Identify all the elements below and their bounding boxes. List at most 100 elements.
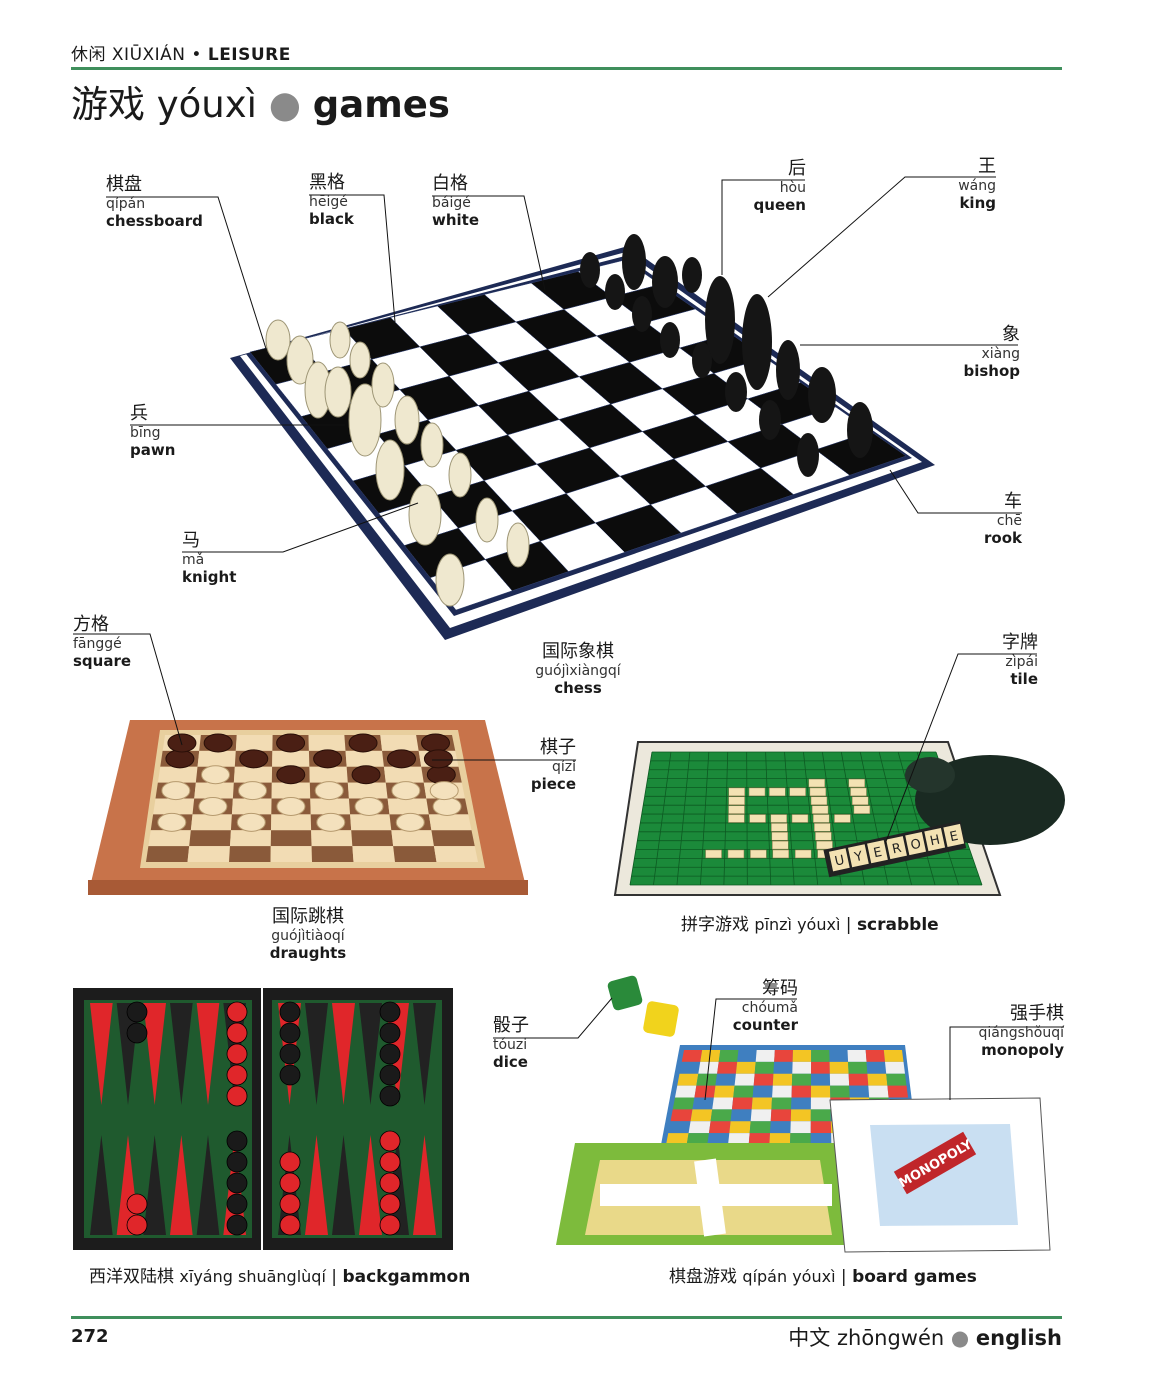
draughts-square xyxy=(190,814,232,831)
draughts-square xyxy=(231,798,272,815)
snakes-square xyxy=(774,1050,793,1062)
draughts-square xyxy=(311,830,353,847)
header-rule xyxy=(71,67,1062,70)
snakes-square xyxy=(790,1133,811,1145)
label-pawn: 兵 bīng pawn xyxy=(130,403,176,460)
rack-tile xyxy=(828,848,850,872)
scrabble-gridline xyxy=(700,751,710,886)
draughts-square xyxy=(235,735,273,751)
backgammon-checker xyxy=(279,1022,301,1044)
scrabble-tile xyxy=(794,849,812,859)
snakes-square xyxy=(729,1121,751,1134)
snakes-square xyxy=(754,1061,775,1074)
draughts-piece xyxy=(276,765,306,785)
draughts-square xyxy=(383,766,424,783)
scrabble-tile xyxy=(810,796,828,806)
rack-tile xyxy=(847,844,869,868)
draughts-square xyxy=(229,830,272,847)
draughts-piece xyxy=(239,749,269,769)
scrabble-tile xyxy=(808,778,826,788)
draughts-piece xyxy=(165,749,195,769)
backgammon-point xyxy=(305,1135,328,1235)
snakes-square xyxy=(769,1133,791,1145)
chapter-pinyin: XIŪXIÁN xyxy=(111,45,186,65)
draughts-square xyxy=(347,782,388,799)
backgammon-checker xyxy=(126,1214,148,1236)
draughts-piece xyxy=(167,733,197,753)
backgammon-checker xyxy=(226,1043,248,1065)
scrabble-gridline xyxy=(878,751,912,886)
label-piece: 棋子 qízǐ piece xyxy=(530,737,576,794)
snakes-square xyxy=(731,1097,753,1110)
scrabble-gridline xyxy=(746,751,748,886)
snakes-square xyxy=(811,1050,830,1062)
snakes-square xyxy=(791,1097,811,1110)
draughts-piece xyxy=(351,765,381,785)
draughts-square xyxy=(271,814,312,831)
page-number: 272 xyxy=(71,1326,109,1347)
chapter-separator: • xyxy=(191,45,202,65)
snakes-square xyxy=(707,1133,730,1145)
draughts-piece xyxy=(426,765,456,785)
backgammon-checker xyxy=(379,1214,401,1236)
backgammon-checker xyxy=(226,1172,248,1194)
backgammon-point xyxy=(90,1003,113,1105)
draughts-piece xyxy=(238,781,268,801)
draughts-square xyxy=(352,846,395,862)
snakes-square xyxy=(848,1073,869,1086)
label-bishop: 象 xiàng bishop xyxy=(963,324,1020,381)
backgammon-checker xyxy=(279,1001,301,1023)
backgammon-checker xyxy=(226,1151,248,1173)
draughts-piece xyxy=(421,733,451,753)
draughts-square xyxy=(272,750,310,767)
caption-backgammon: 西洋双陆棋 xīyáng shuānglùqí | backgammon xyxy=(89,1267,471,1287)
draughts-square xyxy=(157,766,198,783)
draughts-piece xyxy=(391,781,421,801)
snakes-square xyxy=(681,1050,703,1062)
draughts-square xyxy=(351,830,394,847)
draughts-square xyxy=(431,830,475,847)
snakes-square xyxy=(773,1061,793,1074)
draughts-piece xyxy=(432,796,462,816)
snakes-square xyxy=(810,1097,831,1110)
title-en: games xyxy=(312,83,450,126)
scrabble-tile xyxy=(727,849,745,859)
backgammon-point xyxy=(413,1135,436,1235)
backgammon-checker xyxy=(226,1130,248,1152)
draughts-square xyxy=(308,735,346,751)
backgammon-checker xyxy=(126,1022,148,1044)
snakes-square xyxy=(867,1073,888,1086)
snakes-square xyxy=(848,1061,868,1074)
draughts-piece xyxy=(313,749,343,769)
snakes-square xyxy=(686,1133,709,1145)
chapter-zh: 休闲 xyxy=(71,45,106,65)
snakes-square xyxy=(755,1050,775,1062)
backgammon-checker xyxy=(279,1193,301,1215)
rack-tile-letter: E xyxy=(872,845,883,861)
footer-language: 中文 zhōngwén ● english xyxy=(788,1326,1062,1350)
backgammon-checker xyxy=(379,1130,401,1152)
rack-tile xyxy=(886,836,907,860)
scrabble-tile xyxy=(728,796,745,806)
backgammon-checker xyxy=(379,1172,401,1194)
snakes-square xyxy=(717,1061,738,1074)
backgammon-checker xyxy=(379,1043,401,1065)
snakes-square xyxy=(772,1073,793,1086)
snakes-square xyxy=(771,1097,792,1110)
snakes-square xyxy=(829,1050,849,1062)
snakes-square xyxy=(865,1050,886,1062)
draughts-square xyxy=(345,750,384,767)
scrabble-gridline xyxy=(653,751,672,886)
snakes-square xyxy=(885,1061,905,1074)
scrabble-gridline xyxy=(629,751,653,886)
scrabble-tile xyxy=(811,805,829,814)
scrabble-tile xyxy=(834,814,851,823)
backgammon-checker xyxy=(379,1022,401,1044)
draughts-piece xyxy=(316,812,346,832)
scrabble-gridline xyxy=(676,751,691,886)
draughts-square xyxy=(187,846,230,862)
snakes-square xyxy=(751,1097,773,1110)
scrabble-tile xyxy=(728,805,745,814)
backgammon-checker xyxy=(226,1022,248,1044)
